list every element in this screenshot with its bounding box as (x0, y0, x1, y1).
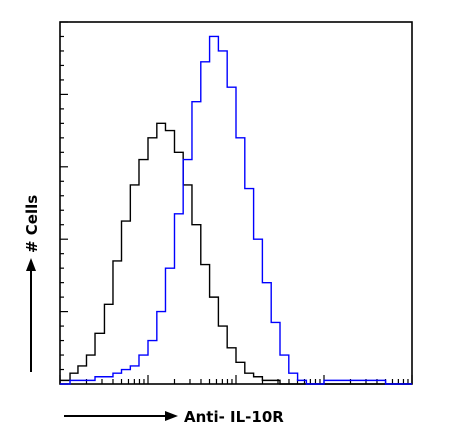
series-line-2 (60, 35, 412, 385)
y-axis-label: # Cells (23, 195, 41, 253)
y-axis-ticks (60, 21, 68, 385)
y-axis-arrowhead (26, 258, 36, 271)
x-axis-label: Anti- IL-10R (184, 408, 284, 426)
series-line-1 (60, 122, 412, 385)
plot-frame (59, 21, 413, 385)
x-axis-arrowhead (165, 411, 178, 421)
series-layer (60, 35, 412, 385)
